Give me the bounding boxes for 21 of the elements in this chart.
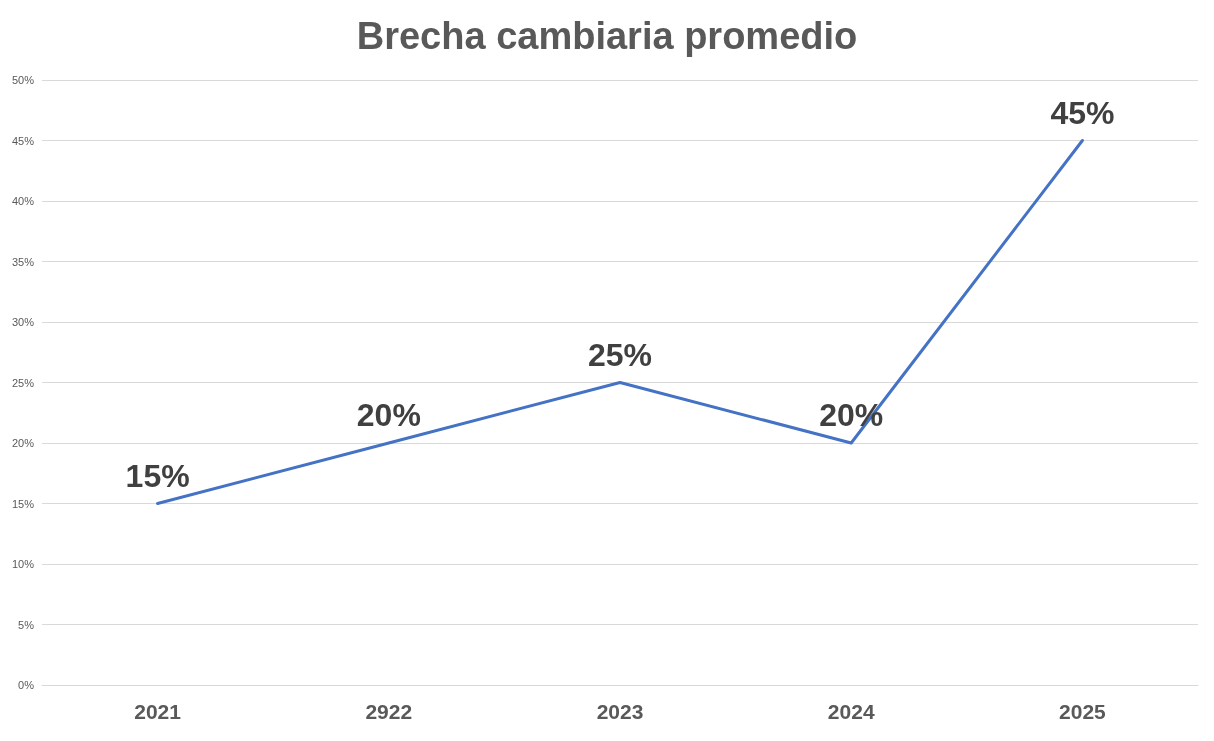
y-tick-label: 15% [11,497,35,510]
x-tick-label: 2021 [134,700,182,723]
y-tick-label: 50% [11,74,35,86]
y-tick-label: 30% [11,316,35,328]
y-tick-label: 45% [11,134,35,147]
data-label: 15% [125,457,190,494]
x-tick-label: 2025 [1059,700,1107,723]
data-label: 25% [587,336,653,373]
y-tick-label: 5% [18,618,35,631]
y-tick-label: 20% [11,437,35,449]
data-label: 20% [356,397,421,433]
y-tick-label: 35% [11,255,35,268]
y-tick-label: 40% [11,195,35,207]
chart-title: Brecha cambiaria promedio [356,15,858,57]
y-tick-label: 0% [18,679,35,691]
x-tick-label: 2922 [365,700,413,723]
y-tick-label: 25% [11,376,35,389]
data-label: 45% [1050,94,1115,131]
x-tick-label: 2024 [827,700,875,723]
y-tick-label: 10% [11,558,35,570]
x-tick-label: 2023 [596,700,644,723]
